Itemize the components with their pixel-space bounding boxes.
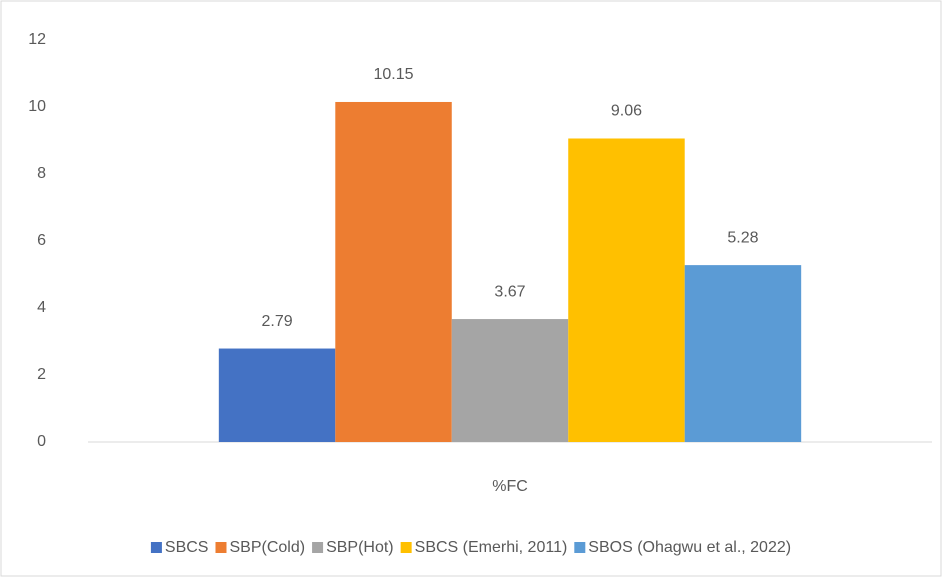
legend-label: SBP(Hot)	[326, 539, 394, 556]
legend-swatch	[574, 542, 586, 553]
data-label: 2.79	[261, 313, 292, 330]
legend-label: SBCS (Emerhi, 2011)	[415, 539, 568, 556]
legend-label: SBOS (Ohagwu et al., 2022)	[588, 539, 791, 556]
legend-label: SBCS	[165, 539, 209, 556]
bar	[451, 319, 569, 442]
x-tick-label: %FC	[492, 478, 528, 495]
y-tick-label: 12	[28, 31, 46, 48]
bar	[568, 138, 685, 443]
data-label: 3.67	[494, 283, 525, 300]
legend-swatch	[312, 542, 324, 553]
y-tick-label: 6	[37, 232, 46, 249]
bar	[335, 101, 452, 442]
data-label: 9.06	[611, 103, 642, 120]
y-tick-label: 8	[37, 165, 46, 182]
data-label: 5.28	[727, 229, 758, 246]
data-label: 10.15	[374, 66, 414, 83]
legend-swatch	[400, 542, 412, 553]
legend-swatch	[150, 542, 162, 553]
y-tick-label: 0	[37, 433, 46, 450]
y-tick-label: 10	[28, 98, 46, 115]
legend-label: SBP(Cold)	[229, 539, 305, 556]
bar	[684, 265, 802, 442]
legend-swatch	[215, 542, 227, 553]
y-tick-label: 4	[37, 299, 46, 316]
bar	[218, 348, 336, 442]
y-tick-label: 2	[37, 366, 46, 383]
